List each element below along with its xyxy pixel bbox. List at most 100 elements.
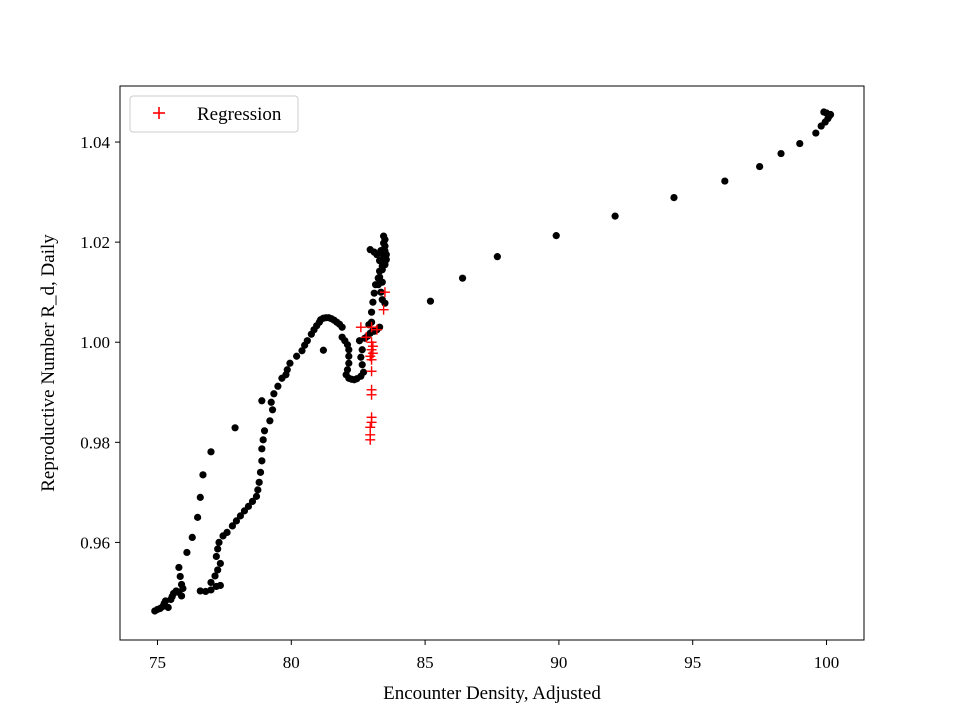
legend-marker-plus: [153, 107, 165, 119]
scatter-series-black: [151, 108, 835, 615]
scatter-point: [256, 468, 265, 476]
scatter-point: [303, 337, 311, 345]
scatter-point: [355, 337, 364, 345]
scatter-point: [378, 278, 386, 286]
scatter-point: [258, 457, 266, 465]
scatter-point: [232, 517, 241, 525]
scatter-point: [255, 478, 263, 486]
scatter-point: [286, 359, 294, 367]
scatter-point: [382, 251, 390, 259]
scatter-point: [196, 493, 204, 501]
scatter-point: [552, 232, 560, 240]
scatter-point: [369, 298, 377, 306]
scatter-point: [359, 368, 368, 376]
scatter-point: [211, 572, 219, 580]
scatter-point: [244, 502, 253, 510]
scatter-point: [216, 559, 224, 568]
scatter-point: [283, 366, 291, 374]
regression-point: [366, 322, 377, 333]
x-tick-label: 90: [550, 653, 567, 672]
scatter-point: [367, 308, 376, 316]
scatter-point: [236, 512, 245, 520]
scatter-point: [177, 580, 186, 589]
scatter-point: [266, 417, 274, 425]
y-tick-label: 1.02: [80, 233, 110, 252]
regression-point: [366, 366, 377, 377]
y-axis-ticks: 0.96 0.98 1.00 1.02 1.04: [80, 133, 120, 552]
legend-label-regression: Regression: [197, 104, 282, 125]
scatter-series-regression: [355, 287, 390, 445]
scatter-point: [258, 445, 266, 453]
scatter-point: [370, 289, 378, 297]
scatter-point: [214, 545, 222, 553]
scatter-point: [164, 603, 172, 612]
scatter-point: [258, 397, 266, 405]
scatter-point: [756, 162, 764, 171]
scatter-point: [183, 548, 191, 557]
scatter-point: [796, 139, 804, 148]
scatter-point: [188, 533, 196, 542]
scatter-point: [721, 177, 729, 185]
scatter-point: [777, 149, 785, 158]
y-tick-label: 1.04: [80, 133, 110, 152]
scatter-point: [377, 247, 385, 255]
scatter-point: [270, 390, 278, 398]
x-tick-label: 100: [814, 653, 840, 672]
scatter-point: [338, 323, 346, 331]
regression-point: [355, 322, 366, 333]
scatter-point: [358, 346, 366, 354]
scatter-point: [345, 359, 353, 367]
scatter-point: [367, 318, 376, 326]
x-tick-label: 80: [283, 653, 300, 672]
scatter-point: [319, 346, 327, 354]
regression-point: [366, 354, 377, 365]
scatter-point: [248, 497, 257, 505]
scatter-point: [670, 194, 678, 202]
scatter-point: [207, 586, 215, 594]
scatter-point: [215, 538, 223, 547]
scatter-point: [357, 353, 365, 361]
scatter-point: [458, 274, 467, 282]
x-tick-label: 75: [149, 653, 166, 672]
regression-point: [371, 324, 382, 335]
scatter-point: [214, 566, 222, 574]
scatter-point: [375, 257, 384, 265]
scatter-point: [267, 398, 275, 406]
scatter-point: [223, 528, 231, 537]
scatter-point: [366, 246, 374, 254]
scatter-point: [358, 361, 366, 369]
regression-point: [379, 287, 390, 298]
scatter-point: [194, 513, 202, 521]
scatter-point: [493, 253, 501, 261]
scatter-point: [196, 587, 204, 595]
scatter-point: [375, 323, 384, 331]
scatter-point: [426, 297, 435, 305]
x-tick-label: 85: [417, 653, 434, 672]
scatter-point: [380, 232, 388, 240]
scatter-point: [812, 129, 820, 137]
y-axis-label: Reproductive Number R_d, Daily: [38, 234, 59, 492]
scatter-point: [268, 406, 277, 414]
scatter-point: [207, 578, 215, 587]
legend: Regression: [129, 95, 299, 133]
scatter-point: [820, 108, 828, 116]
scatter-point: [231, 424, 239, 432]
scatter-point: [228, 522, 237, 530]
regression-point: [378, 304, 389, 315]
scatter-point: [252, 492, 261, 500]
scatter-point: [207, 448, 215, 456]
scatter-point: [177, 592, 186, 600]
x-axis-ticks: 75 80 85 90 95 100: [149, 640, 839, 672]
scatter-point: [260, 427, 269, 435]
regression-point: [366, 389, 377, 400]
scatter-point: [611, 212, 619, 220]
scatter-point: [345, 346, 353, 354]
y-tick-label: 0.98: [80, 433, 110, 452]
scatter-point: [175, 563, 183, 572]
regression-point: [365, 434, 376, 445]
regression-point: [361, 332, 372, 343]
scatter-point: [259, 436, 267, 444]
legend-box: [129, 95, 299, 133]
